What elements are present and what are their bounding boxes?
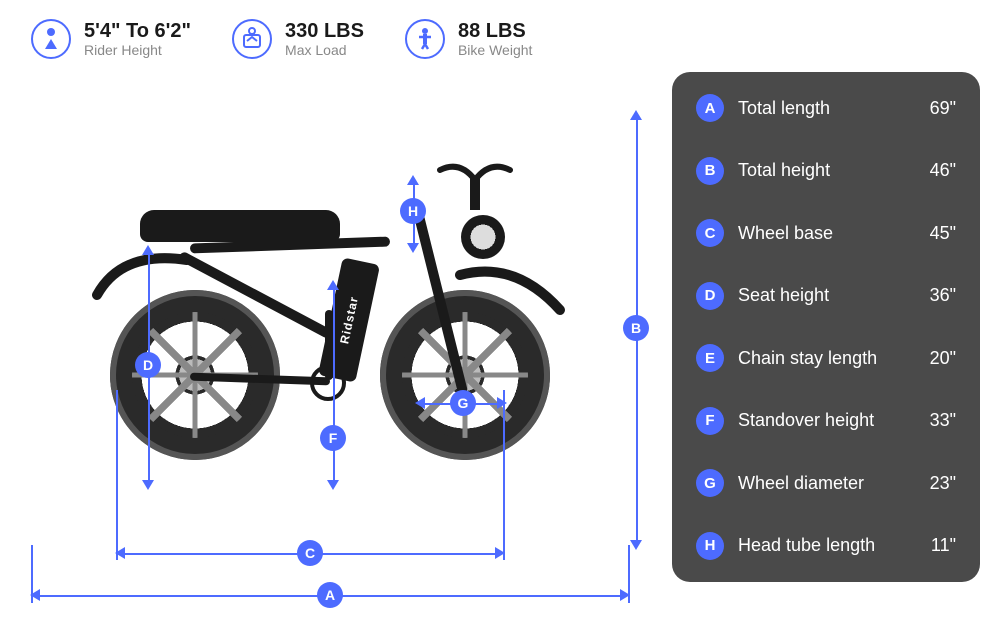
spec-value: 69" (916, 98, 956, 119)
rider-icon (30, 18, 72, 60)
marker-f: F (320, 425, 346, 451)
spec-row: C Wheel base 45" (696, 219, 956, 247)
spec-value: 11" (916, 535, 956, 556)
seat (140, 210, 340, 242)
spec-row: F Standover height 33" (696, 407, 956, 435)
spec-name: Chain stay length (738, 348, 902, 369)
marker-h: H (400, 198, 426, 224)
stat-bike-weight: 88 LBS Bike Weight (404, 18, 532, 60)
spec-value: 33" (916, 410, 956, 431)
stat-value: 5'4" To 6'2" (84, 20, 191, 42)
load-icon (231, 18, 273, 60)
front-fender (455, 260, 565, 320)
spec-value: 36" (916, 285, 956, 306)
spec-letter-badge: G (696, 469, 724, 497)
spec-name: Head tube length (738, 535, 902, 556)
spec-name: Wheel diameter (738, 473, 902, 494)
stats-bar: 5'4" To 6'2" Rider Height 330 LBS Max Lo… (30, 18, 532, 60)
stat-value: 330 LBS (285, 20, 364, 42)
stat-value: 88 LBS (458, 20, 532, 42)
spec-name: Standover height (738, 410, 902, 431)
spec-value: 45" (916, 223, 956, 244)
spec-letter-badge: D (696, 282, 724, 310)
stat-rider-height: 5'4" To 6'2" Rider Height (30, 18, 191, 60)
spec-row: H Head tube length 11" (696, 532, 956, 560)
marker-a: A (317, 582, 343, 608)
headlight (461, 215, 505, 259)
weight-icon (404, 18, 446, 60)
spec-letter-badge: A (696, 94, 724, 122)
brand-label: Ridstar (337, 295, 361, 345)
spec-letter-badge: H (696, 532, 724, 560)
spec-row: G Wheel diameter 23" (696, 469, 956, 497)
stat-max-load: 330 LBS Max Load (231, 18, 364, 60)
spec-letter-badge: E (696, 344, 724, 372)
spec-value: 23" (916, 473, 956, 494)
marker-d: D (135, 352, 161, 378)
spec-row: B Total height 46" (696, 157, 956, 185)
marker-c: C (297, 540, 323, 566)
spec-row: E Chain stay length 20" (696, 344, 956, 372)
spec-value: 46" (916, 160, 956, 181)
spec-name: Total length (738, 98, 902, 119)
stat-label: Max Load (285, 42, 364, 59)
spec-name: Total height (738, 160, 902, 181)
spec-name: Wheel base (738, 223, 902, 244)
spec-letter-badge: B (696, 157, 724, 185)
bike-dimension-diagram: Ridstar A C B D F G (30, 90, 650, 600)
spec-value: 20" (916, 348, 956, 369)
specs-panel: A Total length 69" B Total height 46" C … (672, 72, 980, 582)
stat-label: Bike Weight (458, 42, 532, 59)
handlebar (430, 160, 520, 210)
spec-letter-badge: C (696, 219, 724, 247)
marker-b: B (623, 315, 649, 341)
bike-illustration: Ridstar (110, 140, 550, 460)
spec-row: D Seat height 36" (696, 282, 956, 310)
spec-name: Seat height (738, 285, 902, 306)
marker-g: G (450, 390, 476, 416)
spec-row: A Total length 69" (696, 94, 956, 122)
spec-letter-badge: F (696, 407, 724, 435)
dim-line-f (333, 290, 335, 480)
stat-label: Rider Height (84, 42, 191, 59)
